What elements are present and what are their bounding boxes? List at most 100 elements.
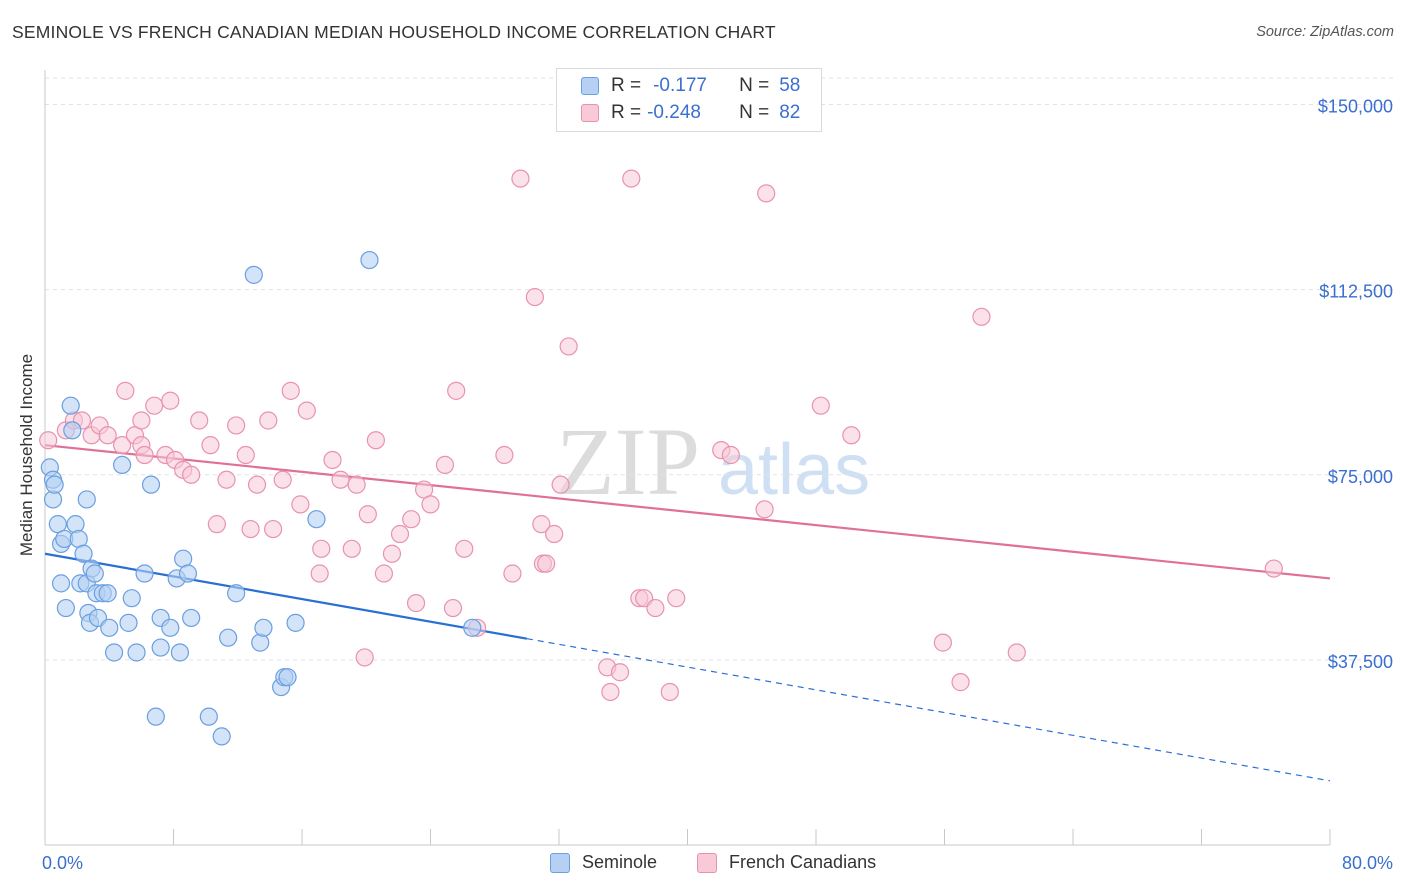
- french-canadians-point: [811, 396, 830, 415]
- french-canadians-point: [227, 416, 246, 435]
- chart-title: SEMINOLE VS FRENCH CANADIAN MEDIAN HOUSE…: [12, 22, 776, 42]
- seminole-trend-line: [44, 552, 528, 640]
- watermark-atlas: atlas: [718, 430, 870, 510]
- french-canadians-point: [495, 445, 514, 465]
- french-canadians-point: [182, 465, 201, 484]
- french-canadians-point: [551, 475, 570, 494]
- french-canadians-point: [201, 436, 220, 455]
- french-canadians-point: [281, 381, 300, 400]
- french-canadians-point: [116, 381, 135, 400]
- french-canadians-point: [39, 431, 58, 450]
- french-canadians-point: [273, 470, 292, 489]
- french-canadians-point: [537, 554, 556, 573]
- seminole-point: [74, 544, 93, 563]
- french-canadians-point: [145, 396, 164, 415]
- legend-label-french-canadians: French Canadians: [729, 852, 877, 872]
- french-canadians-point: [342, 539, 361, 558]
- seminole-point: [122, 589, 141, 608]
- seminole-point: [51, 574, 71, 593]
- seminole-point: [85, 564, 104, 583]
- french-canadians-point: [331, 470, 350, 489]
- french-canadians-point: [259, 411, 278, 430]
- french-canadians-point: [406, 594, 426, 613]
- french-canadians-point: [610, 663, 630, 682]
- n-label: N =: [739, 102, 770, 123]
- french-canadians-point: [347, 475, 366, 494]
- x-tick-label: 80.0%: [1342, 853, 1393, 873]
- y-axis-label: Median Household Income: [17, 353, 36, 557]
- french-canadians-point: [310, 564, 329, 583]
- tick-labels: $37,500 $75,000 $112,500 $150,000 0.0% 80.0%: [42, 97, 1393, 873]
- french-canadians-point: [98, 426, 117, 445]
- legend-item-french-canadians[interactable]: French Canadians: [697, 852, 876, 873]
- seminole-point: [219, 628, 238, 647]
- french-canadians-point: [247, 475, 267, 494]
- french-canadians-point: [503, 564, 522, 583]
- seminole-point: [77, 490, 96, 509]
- watermark: ZIP atlas: [556, 408, 870, 515]
- y-tick-label: $112,500: [1319, 282, 1393, 302]
- french-canadians-point: [297, 401, 316, 420]
- seminole-point: [278, 668, 297, 687]
- grid: [45, 77, 1393, 661]
- french-canadians-point: [601, 682, 620, 702]
- french-canadians-point: [355, 648, 374, 667]
- y-tick-label: $150,000: [1318, 97, 1393, 117]
- legend-item-seminole[interactable]: Seminole: [550, 852, 657, 873]
- french-canadians-point: [545, 524, 564, 544]
- source-label: Source: ZipAtlas.com: [1256, 24, 1394, 40]
- seminole-point: [63, 421, 82, 440]
- seminole-point: [182, 608, 201, 628]
- n-value: 82: [779, 102, 801, 123]
- french-canadians-legend-swatch: [697, 852, 717, 873]
- seminole-point: [141, 475, 161, 494]
- french-canadians-point: [421, 495, 440, 514]
- seminole-swatch: [581, 77, 599, 95]
- french-canadians-point: [667, 589, 686, 608]
- r-label: R =: [611, 75, 642, 96]
- french-canadians-point: [525, 287, 545, 307]
- french-canadians-point: [358, 505, 377, 524]
- french-canadians-point: [323, 450, 342, 470]
- seminole-point: [98, 584, 117, 603]
- french-canadians-point: [390, 524, 410, 544]
- n-value: 58: [779, 75, 801, 96]
- french-canadians-point: [951, 673, 970, 692]
- french-canadians-point: [366, 431, 385, 450]
- y-tick-label: $37,500: [1328, 652, 1393, 672]
- french-canadians-point: [660, 682, 679, 702]
- french-canadians-point: [443, 598, 463, 618]
- data-points: [39, 169, 1283, 746]
- x-tick-label: 0.0%: [42, 853, 83, 873]
- seminole-point: [178, 564, 198, 583]
- seminole-point: [360, 250, 379, 270]
- french-canadians-point: [447, 381, 466, 400]
- french-canadians-point: [236, 445, 255, 465]
- seminole-point: [170, 643, 190, 662]
- seminole-legend-swatch: [550, 852, 570, 873]
- french-canadians-point: [646, 598, 665, 618]
- seminole-point: [100, 618, 119, 637]
- french-canadians-point: [190, 411, 209, 430]
- french-canadians-point: [135, 445, 154, 465]
- french-canadians-point: [312, 539, 331, 558]
- seminole-point: [286, 613, 305, 632]
- seminole-point: [199, 707, 218, 726]
- seminole-point: [463, 618, 482, 637]
- legend-row-seminole: R = -0.177 N = 58: [581, 73, 800, 99]
- legend-label-seminole: Seminole: [582, 852, 658, 872]
- seminole-point: [244, 265, 263, 284]
- french-canadians-point: [455, 539, 474, 558]
- r-value: -0.177: [653, 75, 707, 96]
- french-canadians-point: [1007, 643, 1026, 662]
- french-canadians-point: [757, 184, 776, 203]
- french-canadians-point: [291, 495, 310, 514]
- seminole-point: [254, 618, 273, 637]
- french-canadians-point: [511, 169, 530, 188]
- seminole-point: [61, 396, 80, 415]
- french-canadians-point: [933, 633, 952, 652]
- trend-lines: [44, 444, 1331, 782]
- french-canadians-point: [132, 411, 151, 430]
- french-canadians-point: [263, 519, 283, 539]
